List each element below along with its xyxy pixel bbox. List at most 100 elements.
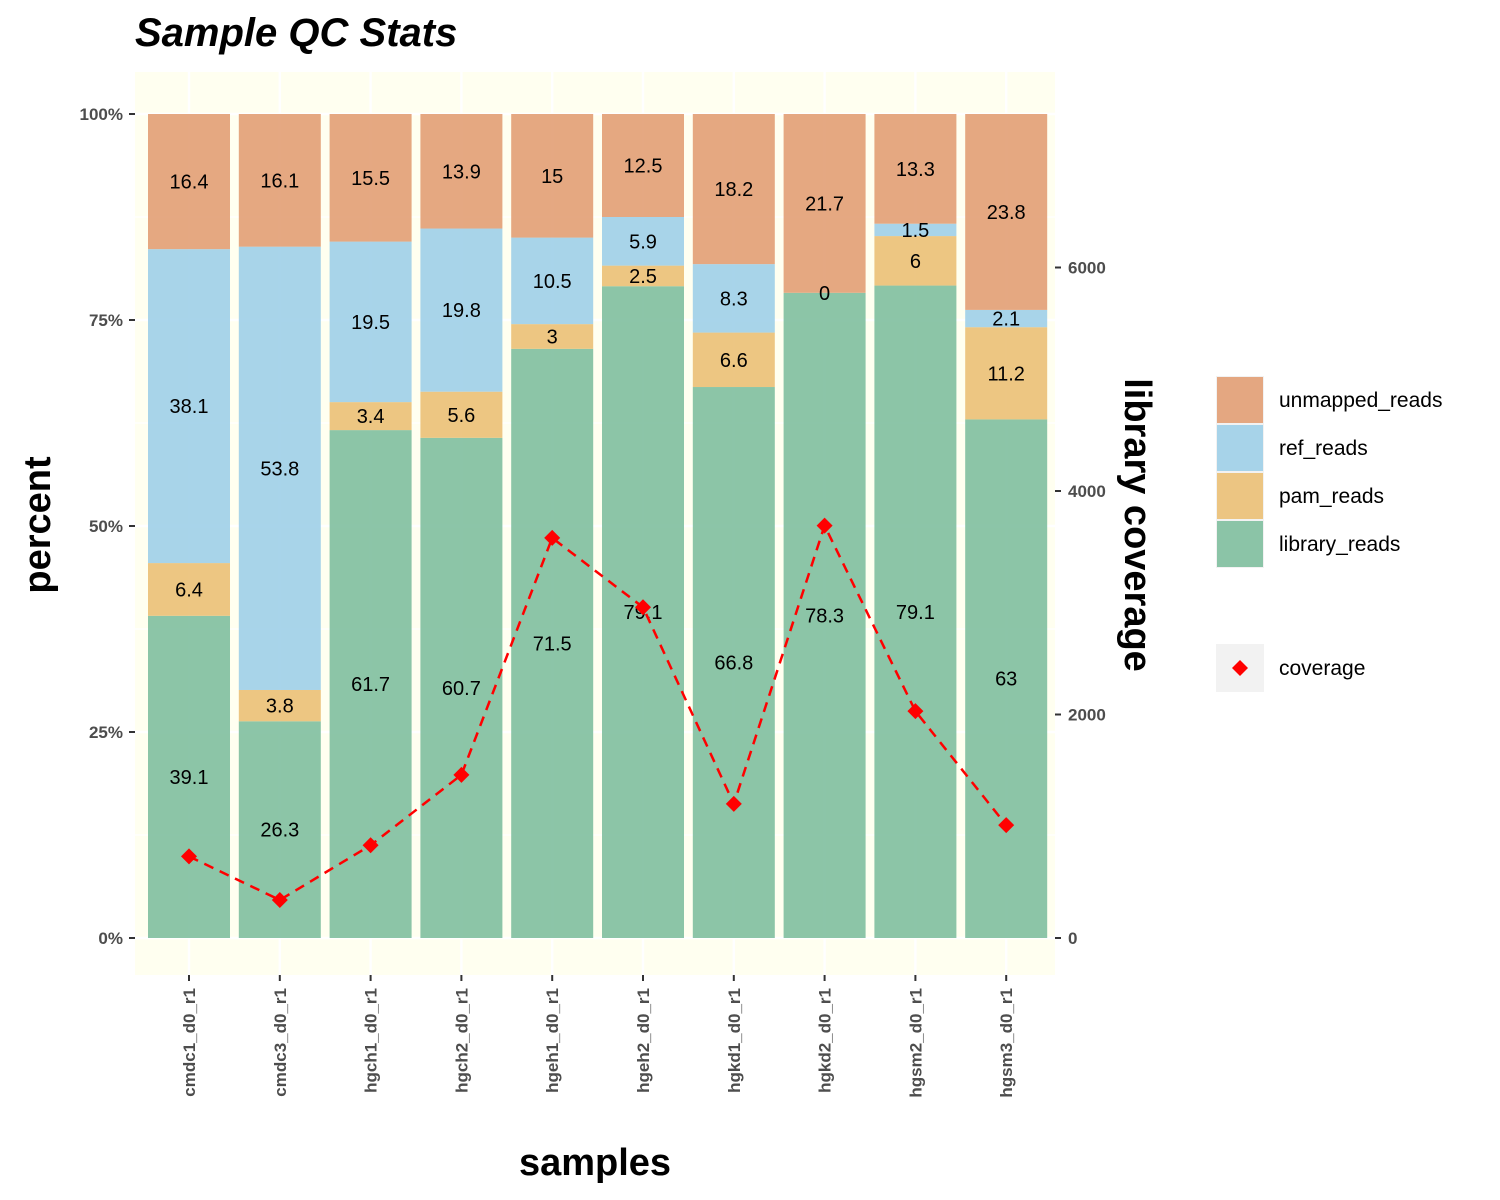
y2-tick-label: 0 [1068,929,1077,948]
bar-value-label: 15.5 [351,168,390,190]
bar-value-label: 79.1 [896,602,935,624]
legend: unmapped_reads ref_reads pam_reads library_… [1216,376,1442,692]
bar-unmapped_reads [783,114,866,293]
x-tick-label: hgch2_d0_r1 [452,988,471,1093]
bar-value-label: 0 [819,283,830,305]
x-axis: cmdc1_d0_r1 cmdc3_d0_r1 hgch1_d0_r1 hgch2_d… [180,975,1016,1098]
bar-value-label: 38.1 [170,396,209,418]
right-axis-title: library coverage [1116,378,1158,672]
bar-value-label: 3 [547,326,558,348]
bar-unmapped_reads [692,114,775,265]
bar-value-label: 71.5 [533,633,572,655]
legend-swatch-coverage [1232,660,1248,676]
bar-value-label: 26.3 [260,820,299,842]
bar-library_reads [420,437,503,938]
bar-library_reads [148,615,230,938]
bar-ref_reads [148,249,230,564]
bar-value-label: 3.4 [357,406,385,428]
bar-value-label: 23.8 [987,202,1026,224]
bar-value-label: 63 [995,669,1017,691]
bar-pam_reads [238,689,321,722]
bar-value-label: 3.8 [266,696,294,718]
y-tick-label: 50% [89,517,123,536]
bar-value-label: 11.2 [987,363,1024,385]
coverage-point [998,817,1015,834]
bar-pam_reads [692,332,775,388]
y-axis-title: percent [17,456,59,594]
y-tick-label: 0% [98,929,123,948]
bar-unmapped_reads [420,114,503,229]
y-tick-label: 25% [89,723,123,742]
bar-unmapped_reads [602,114,684,217]
bar-pam_reads [420,391,503,438]
legend-label: pam_reads [1279,485,1384,508]
bar-library_reads [783,292,866,939]
bar-value-label: 39.1 [170,767,209,789]
bar-value-label: 16.1 [260,170,299,192]
coverage-point [725,795,742,812]
legend-swatch-unmapped_reads [1217,377,1263,423]
bar-unmapped_reads [148,114,230,250]
y2-tick-label: 4000 [1068,482,1106,501]
bar-ref_reads [692,264,775,333]
bar-value-label: 2.1 [992,309,1020,331]
bar-value-label: 19.5 [351,312,390,334]
bar-pam_reads [148,563,230,616]
coverage-point [816,517,833,534]
bar-pam_reads [329,402,412,431]
coverage-point [544,529,561,546]
bar-ref_reads [511,237,594,325]
segment-labels: 39.1 6.4 38.1 16.4 26.3 3.8 53.8 16.1 61.7 3.4 19.… [170,156,1026,842]
coverage-point [362,837,379,854]
bar-value-label: 6.6 [720,350,748,372]
x-tick-label: hgkd2_d0_r1 [816,988,835,1093]
bar-value-label: 6.4 [175,579,203,601]
bar-value-label: 78.3 [805,605,844,627]
chart-title: Sample QC Stats [135,11,457,55]
x-tick-label: hgeh1_d0_r1 [543,988,562,1093]
bar-value-label: 21.7 [805,193,844,215]
bar-library_reads [511,348,594,939]
bar-pam_reads [602,265,684,287]
x-tick-label: cmdc3_d0_r1 [271,988,290,1097]
x-tick-label: hgeh2_d0_r1 [634,988,653,1093]
bar-unmapped_reads [874,114,957,224]
coverage-point [907,703,924,720]
bar-value-label: 1.5 [901,220,929,242]
x-tick-label: hgsm2_d0_r1 [906,988,925,1098]
bar-ref_reads [874,223,957,237]
legend-label: library_reads [1279,533,1400,556]
legend-label: ref_reads [1279,437,1368,460]
bar-ref_reads [965,309,1048,328]
bar-value-label: 5.9 [629,231,657,253]
bar-unmapped_reads [511,114,594,238]
y-tick-label: 75% [89,311,123,330]
coverage-point [635,599,651,616]
legend-swatch-ref_reads [1217,425,1263,471]
legend-swatch-library_reads [1217,521,1263,567]
bar-value-label: 15 [541,166,563,188]
x-tick-label: cmdc1_d0_r1 [180,988,199,1097]
left-y-axis: 0% 25% 50% 75% 100% [80,105,135,948]
bar-value-label: 13.3 [896,159,935,181]
y2-tick-label: 6000 [1068,259,1106,278]
y2-tick-label: 2000 [1068,706,1106,725]
bar-pam_reads [874,236,957,286]
bar-value-label: 61.7 [351,674,390,696]
bar-library_reads [874,285,957,938]
coverage-series [181,517,1015,909]
x-tick-label: hgsm3_d0_r1 [997,988,1016,1098]
coverage-line [188,522,1008,902]
bar-value-label: 53.8 [260,458,299,480]
legend-label: unmapped_reads [1279,389,1442,412]
bar-value-label: 18.2 [714,179,753,201]
legend-swatch-pam_reads [1217,473,1263,519]
bar-pam_reads [511,324,594,349]
bar-pam_reads [965,327,1048,420]
coverage-point [271,892,288,909]
bar-value-label: 8.3 [720,288,748,310]
bar-value-label: 19.8 [442,300,481,322]
right-y-axis: 0 2000 4000 6000 [1055,259,1106,948]
bar-ref_reads [602,217,684,266]
